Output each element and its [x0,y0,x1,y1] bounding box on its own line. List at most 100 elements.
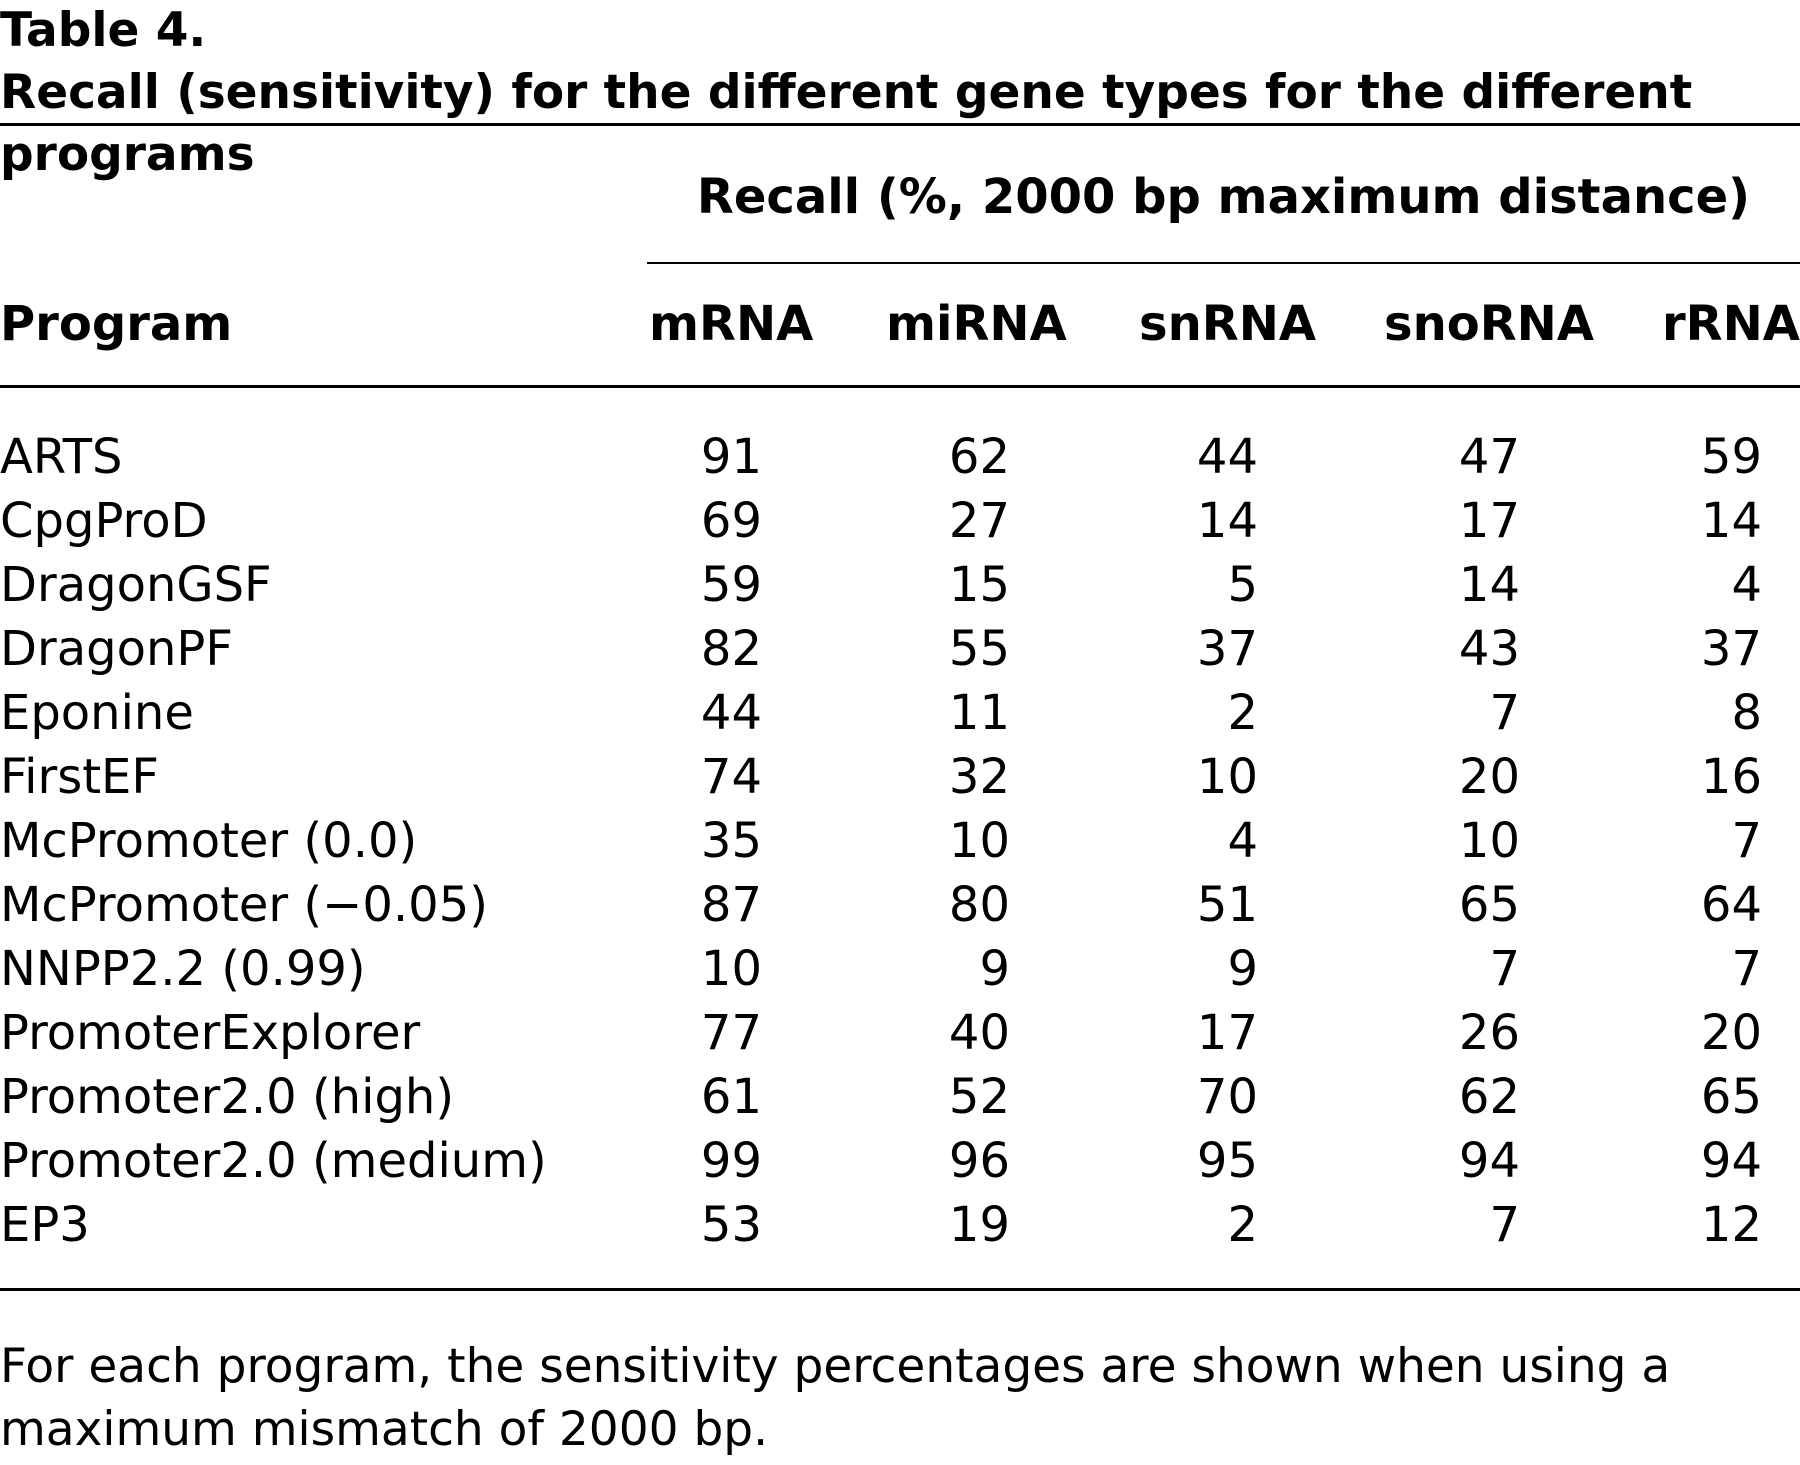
recall-mrna: 53 [700,1197,762,1253]
recall-rrna: 64 [1700,877,1762,933]
table-body: ARTS 91 62 44 47 59 CpgProD 69 27 14 17 14 DragonGSF… [0,425,1762,1257]
recall-snrna: 44 [1196,429,1258,485]
header-rule [0,385,1800,388]
recall-mirna: 32 [948,749,1010,805]
column-header-rrna: rRNA [1662,296,1800,352]
program-name: Promoter2.0 (medium) [0,1133,547,1189]
recall-mirna: 19 [948,1197,1010,1253]
program-name: CpgProD [0,493,208,549]
table-row: FirstEF 74 32 10 20 16 [0,745,1762,809]
recall-snrna: 14 [1196,493,1258,549]
recall-mirna: 80 [948,877,1010,933]
column-header-snrna: snRNA [1139,296,1317,352]
recall-snorna: 62 [1458,1069,1520,1125]
recall-snrna: 9 [1227,941,1258,997]
recall-rrna: 4 [1731,557,1762,613]
recall-mrna: 99 [700,1133,762,1189]
table-title: Table 4. Recall (sensitivity) for the dif… [0,0,1800,186]
recall-snrna: 37 [1196,621,1258,677]
program-name: McPromoter (−0.05) [0,877,488,933]
table-row: PromoterExplorer 77 40 17 26 20 [0,1001,1762,1065]
recall-snorna: 7 [1489,1197,1520,1253]
recall-mrna: 82 [700,621,762,677]
recall-mirna: 55 [948,621,1010,677]
recall-snorna: 7 [1489,685,1520,741]
recall-snorna: 10 [1458,813,1520,869]
table-caption: Recall (sensitivity) for the different g… [0,65,1693,182]
table-row: NNPP2.2 (0.99) 10 9 9 7 7 [0,937,1762,1001]
program-name: McPromoter (0.0) [0,813,418,869]
recall-mrna: 74 [700,749,762,805]
recall-mirna: 10 [948,813,1010,869]
recall-mrna: 91 [700,429,762,485]
table-row: Eponine 44 11 2 7 8 [0,681,1762,745]
recall-mrna: 59 [700,557,762,613]
table-row: EP3 53 19 2 7 12 [0,1193,1762,1257]
recall-mirna: 15 [948,557,1010,613]
recall-mrna: 61 [700,1069,762,1125]
recall-rrna: 7 [1731,941,1762,997]
table-row: McPromoter (0.0) 35 10 4 10 7 [0,809,1762,873]
recall-snrna: 17 [1196,1005,1258,1061]
table-footnote: For each program, the sensitivity percen… [0,1339,1671,1457]
recall-rrna: 8 [1731,685,1762,741]
program-name: NNPP2.2 (0.99) [0,941,366,997]
program-name: DragonGSF [0,557,272,613]
recall-snorna: 47 [1458,429,1520,485]
table-row: DragonGSF 59 15 5 14 4 [0,553,1762,617]
recall-snorna: 26 [1458,1005,1520,1061]
program-name: EP3 [0,1197,90,1253]
column-header-mirna: miRNA [886,296,1067,352]
recall-snorna: 43 [1458,621,1520,677]
recall-mrna: 10 [700,941,762,997]
recall-mrna: 44 [700,685,762,741]
recall-snrna: 95 [1196,1133,1258,1189]
recall-snorna: 17 [1458,493,1520,549]
recall-snorna: 20 [1458,749,1520,805]
recall-mirna: 27 [948,493,1010,549]
recall-rrna: 12 [1700,1197,1762,1253]
group-header: Recall (%, 2000 bp maximum distance) [696,169,1751,225]
recall-snrna: 2 [1227,685,1258,741]
recall-mrna: 35 [700,813,762,869]
recall-snrna: 2 [1227,1197,1258,1253]
recall-rrna: 65 [1700,1069,1762,1125]
recall-snorna: 65 [1458,877,1520,933]
recall-mrna: 87 [700,877,762,933]
recall-mirna: 96 [948,1133,1010,1189]
stub-header: Program [0,296,233,352]
recall-rrna: 7 [1731,813,1762,869]
recall-mirna: 52 [948,1069,1010,1125]
group-header-rule [647,262,1800,264]
table-row: Promoter2.0 (medium) 99 96 95 94 94 [0,1129,1762,1193]
recall-mrna: 77 [700,1005,762,1061]
program-name: FirstEF [0,749,159,805]
recall-mirna: 9 [979,941,1010,997]
table-row: DragonPF 82 55 37 43 37 [0,617,1762,681]
data-table: ARTS 91 62 44 47 59 CpgProD 69 27 14 17 14 DragonGSF… [0,425,1762,1257]
recall-mirna: 40 [948,1005,1010,1061]
recall-rrna: 20 [1700,1005,1762,1061]
recall-rrna: 59 [1700,429,1762,485]
recall-snrna: 5 [1227,557,1258,613]
table-row: CpgProD 69 27 14 17 14 [0,489,1762,553]
table-row: McPromoter (−0.05) 87 80 51 65 64 [0,873,1762,937]
recall-snrna: 4 [1227,813,1258,869]
column-header-mrna: mRNA [649,296,814,352]
recall-snrna: 51 [1196,877,1258,933]
table-row: Promoter2.0 (high) 61 52 70 62 65 [0,1065,1762,1129]
recall-snrna: 70 [1196,1069,1258,1125]
program-name: PromoterExplorer [0,1005,421,1061]
recall-rrna: 16 [1700,749,1762,805]
table-row: ARTS 91 62 44 47 59 [0,425,1762,489]
recall-snorna: 14 [1458,557,1520,613]
recall-rrna: 14 [1700,493,1762,549]
program-name: ARTS [0,429,123,485]
recall-rrna: 37 [1700,621,1762,677]
recall-snorna: 94 [1458,1133,1520,1189]
recall-mirna: 62 [948,429,1010,485]
program-name: Promoter2.0 (high) [0,1069,455,1125]
column-header-snorna: snoRNA [1384,296,1594,352]
recall-snorna: 7 [1489,941,1520,997]
recall-rrna: 94 [1700,1133,1762,1189]
